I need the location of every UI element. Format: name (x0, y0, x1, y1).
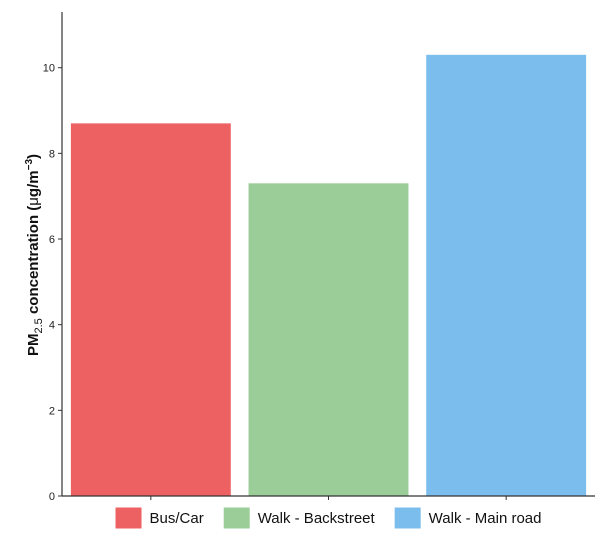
y-axis: 0 2 4 6 8 10 (43, 12, 63, 503)
y-axis-label: PM2.5 concentration (μg/m−3) (24, 154, 45, 356)
legend-label-bus-car: Bus/Car (150, 510, 204, 527)
bar-walk-main-road (426, 54, 587, 497)
ylabel-middle: concentration ( (25, 206, 42, 319)
y-tick-label: 10 (43, 63, 55, 75)
ylabel-subscript: 2.5 (33, 318, 45, 333)
ylabel-unit: g/m (25, 170, 42, 197)
ylabel-exponent: −3 (24, 159, 35, 171)
legend: Bus/Car Walk - Backstreet Walk - Main road (115, 507, 542, 529)
legend-label-walk-backstreet: Walk - Backstreet (258, 510, 376, 527)
y-tick-label: 0 (49, 491, 55, 503)
legend-swatch-walk-backstreet (223, 507, 250, 529)
y-tick-label: 6 (49, 234, 55, 246)
y-tick-label: 8 (49, 148, 55, 160)
bar-walk-backstreet (248, 183, 409, 496)
y-tick-label: 2 (49, 405, 55, 417)
ylabel-prefix: PM (25, 334, 42, 357)
bars-group (70, 54, 587, 497)
legend-swatch-walk-main-road (394, 507, 421, 529)
legend-swatch-bus-car (115, 507, 142, 529)
ylabel-mu: μ (25, 197, 42, 206)
ylabel-suffix: ) (25, 154, 42, 159)
x-axis (62, 495, 595, 500)
y-tick-label: 4 (49, 320, 55, 332)
legend-label-walk-main-road: Walk - Main road (429, 510, 542, 527)
bar-bus-car (70, 123, 231, 497)
